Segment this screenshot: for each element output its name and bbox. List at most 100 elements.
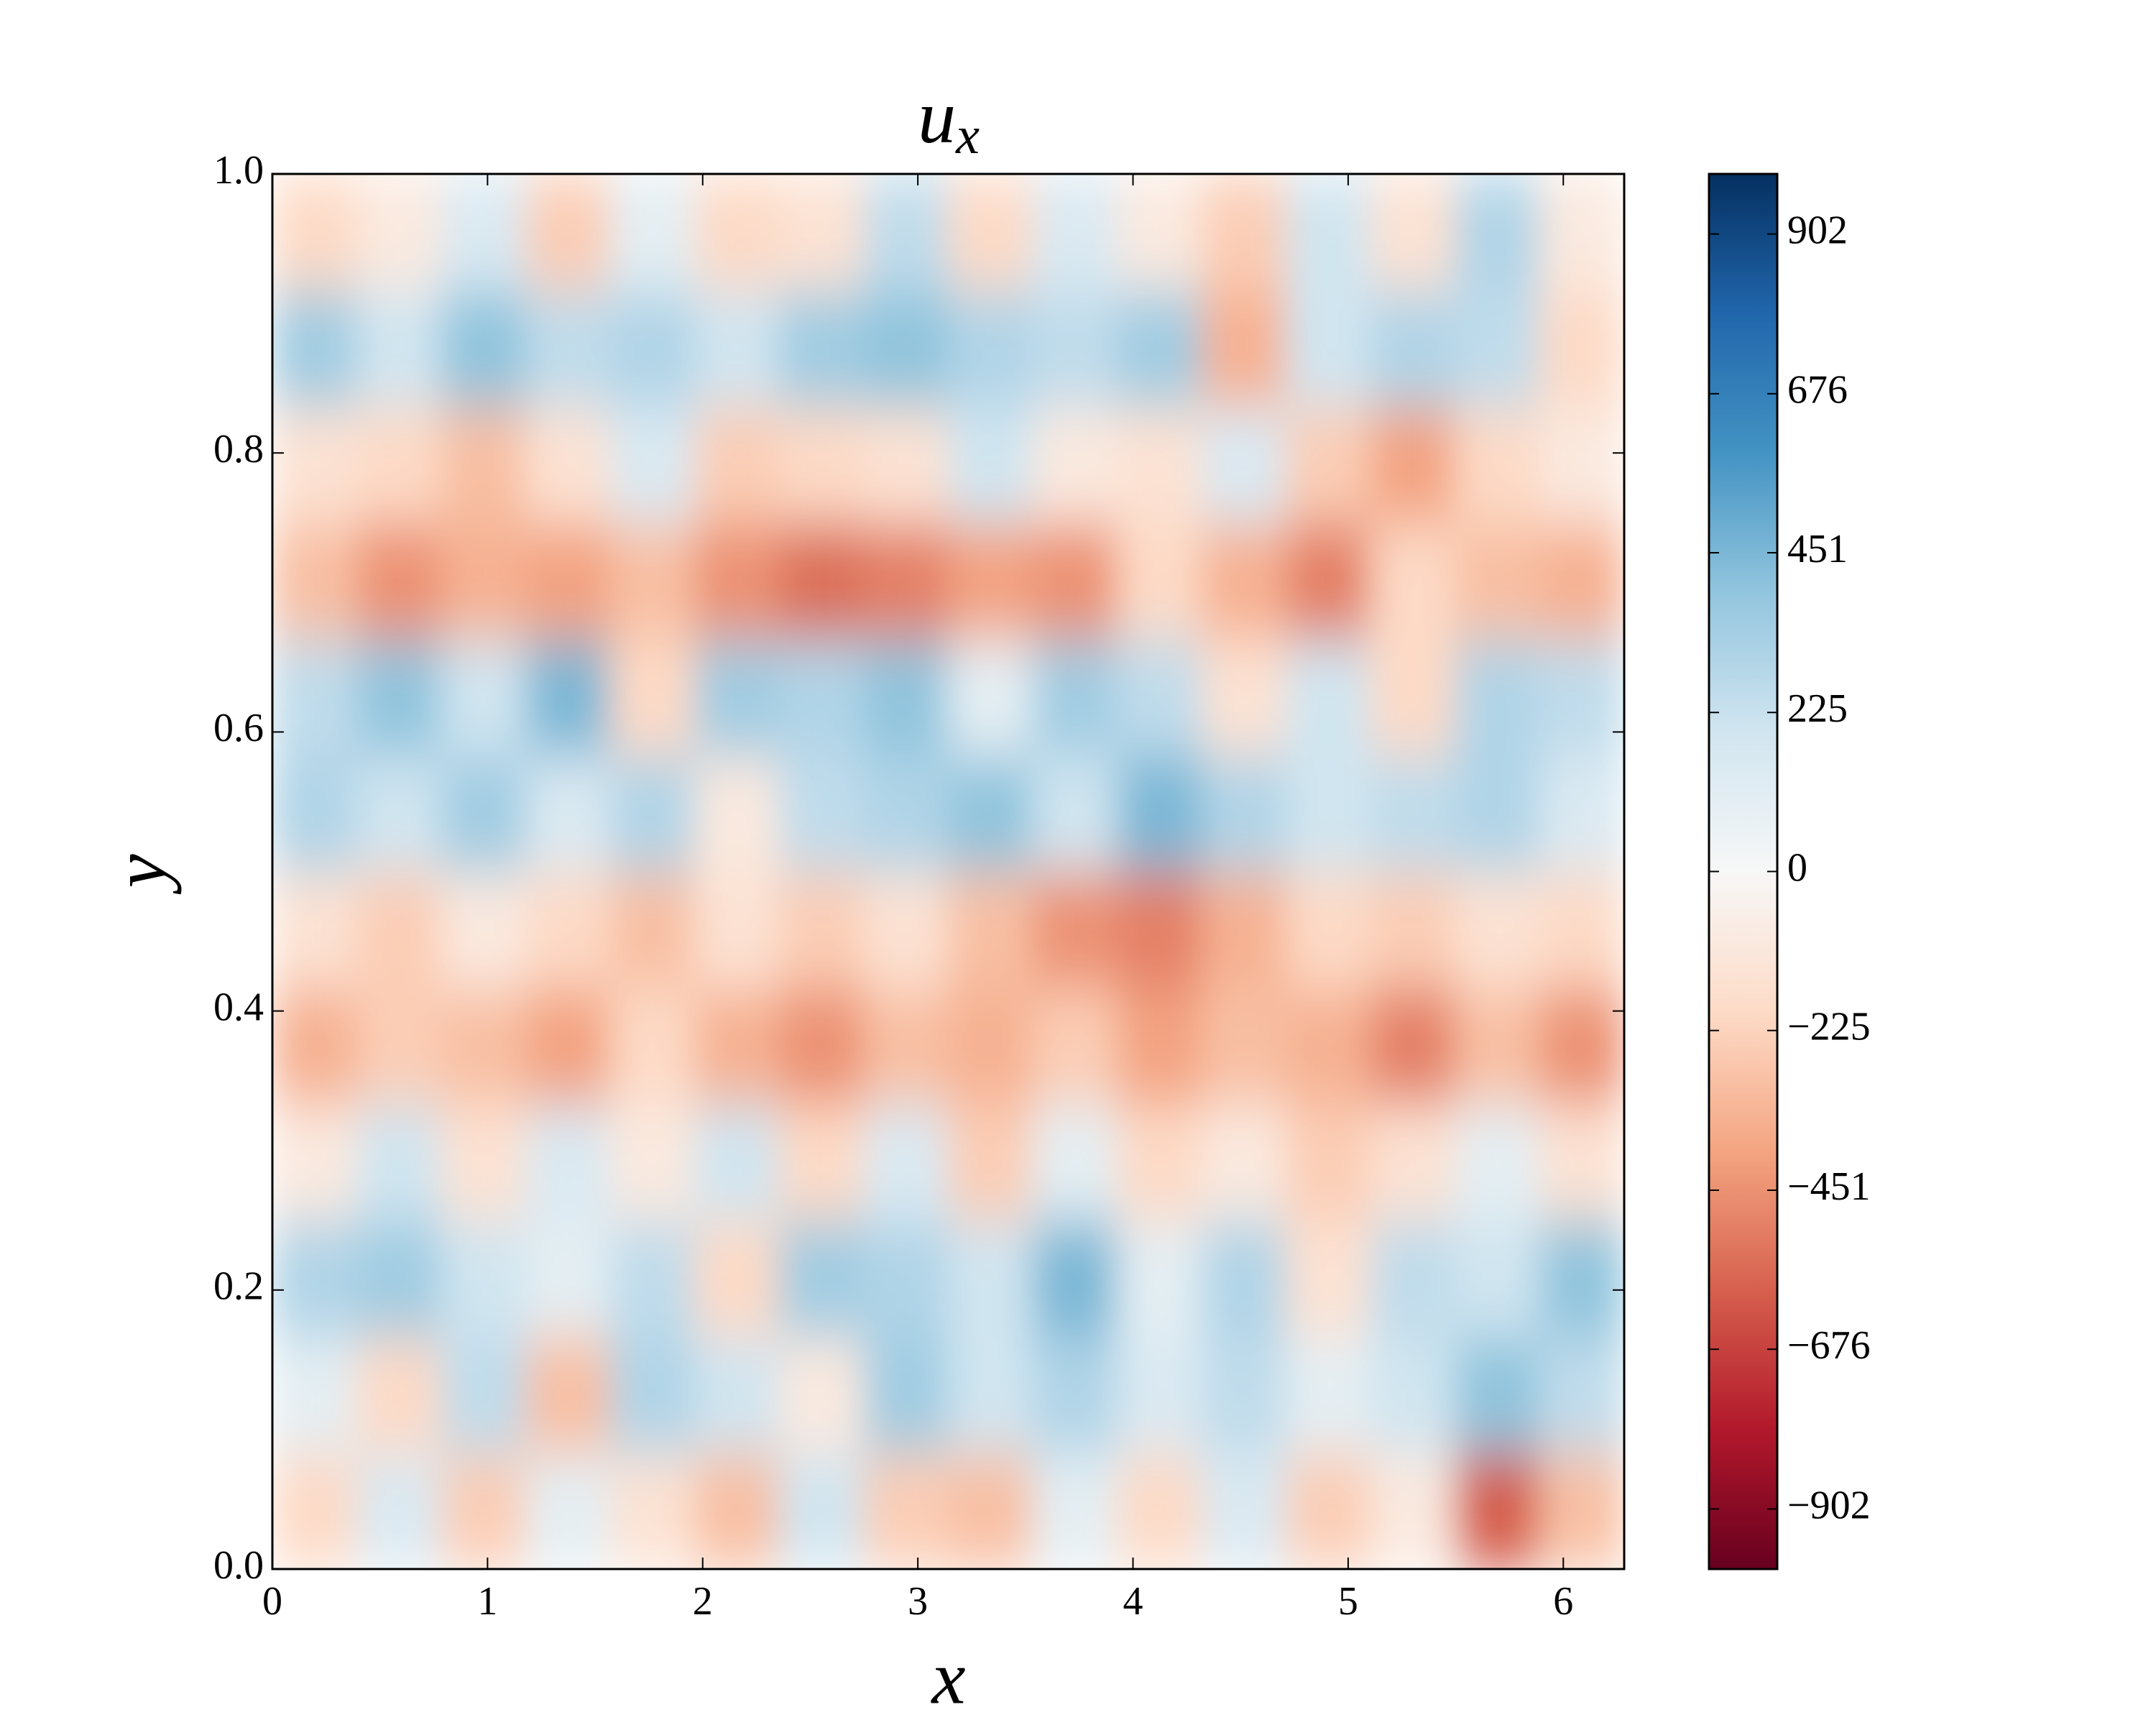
heatmap-cell <box>1455 987 1540 1105</box>
heatmap-cell <box>1539 987 1624 1105</box>
heatmap-cell <box>1539 174 1624 291</box>
heatmap-cell <box>1201 1220 1287 1337</box>
heatmap-cell <box>863 1452 949 1569</box>
heatmap-cell <box>1370 638 1456 756</box>
heatmap-cell <box>525 1336 611 1453</box>
heatmap-cell <box>1286 174 1371 291</box>
heatmap-cell <box>1117 871 1202 988</box>
heatmap-cell <box>356 406 442 523</box>
heatmap-cell <box>356 1220 442 1337</box>
heatmap-cell <box>1286 406 1371 523</box>
heatmap-cell <box>778 1452 865 1569</box>
heatmap-cell <box>1370 174 1456 291</box>
x-tick-label: 3 <box>908 1579 928 1624</box>
heatmap-cell <box>272 174 358 291</box>
heatmap-cell <box>694 638 780 756</box>
colorbar-tick-label: −676 <box>1787 1323 1871 1368</box>
heatmap-cell <box>863 406 949 523</box>
heatmap-cell <box>1370 406 1456 523</box>
y-tick-label: 0.2 <box>213 1264 264 1309</box>
heatmap-cell <box>441 987 527 1105</box>
colorbar-tick-label: −451 <box>1787 1164 1871 1209</box>
heatmap-cell <box>694 1103 780 1221</box>
heatmap-cell <box>1117 1220 1202 1337</box>
heatmap-cell <box>948 638 1033 756</box>
heatmap-cell <box>1455 290 1540 407</box>
heatmap-cell <box>1201 1103 1287 1221</box>
heatmap-cell <box>1117 638 1202 756</box>
heatmap-cell <box>778 755 865 872</box>
heatmap-cell <box>694 174 780 291</box>
heatmap-cell <box>1201 1452 1287 1569</box>
heatmap-cell <box>272 1336 358 1453</box>
heatmap-cell <box>1201 987 1287 1105</box>
x-tick-label: 5 <box>1338 1579 1358 1624</box>
x-tick-label: 0 <box>262 1579 282 1624</box>
heatmap-cell <box>1455 406 1540 523</box>
heatmap-cell <box>441 1452 527 1569</box>
heatmap-cell <box>609 871 696 988</box>
title-subscript: x <box>955 106 980 165</box>
y-tick-label: 0.4 <box>213 985 264 1029</box>
heatmap-cell <box>948 755 1033 872</box>
heatmap-cell <box>1032 755 1118 872</box>
heatmap-cell <box>525 638 611 756</box>
heatmap-cell <box>694 755 780 872</box>
x-tick-label: 1 <box>477 1579 497 1624</box>
heatmap-cell <box>609 755 696 872</box>
heatmap-cell <box>1539 638 1624 756</box>
heatmap-cell <box>609 1220 696 1337</box>
heatmap-cell <box>525 290 611 407</box>
heatmap-cell <box>441 638 527 756</box>
heatmap-cell <box>1286 755 1371 872</box>
heatmap-cell <box>1201 522 1287 640</box>
colorbar-tick-label: 902 <box>1787 208 1848 252</box>
heatmap-cell <box>1117 755 1202 872</box>
heatmap-cell <box>1286 522 1371 640</box>
heatmap-cell <box>272 1220 358 1337</box>
heatmap-cell <box>272 290 358 407</box>
heatmap-cell <box>356 174 442 291</box>
y-tick-label: 0.8 <box>213 427 264 472</box>
colorbar-tick-label: 451 <box>1787 527 1848 571</box>
heatmap-cell <box>1117 406 1202 523</box>
x-axis-label: x <box>930 1635 965 1719</box>
heatmap-cell <box>441 522 527 640</box>
heatmap-cell <box>1201 1336 1287 1453</box>
heatmap-cell <box>525 174 611 291</box>
heatmap-cell <box>441 871 527 988</box>
heatmap-cell <box>1117 522 1202 640</box>
heatmap-cell <box>1286 1452 1371 1569</box>
heatmap-cell <box>1286 871 1371 988</box>
colorbar <box>1708 172 1779 1570</box>
heatmap-cell <box>1455 871 1540 988</box>
heatmap-cell <box>1286 987 1371 1105</box>
heatmap-cell <box>1455 522 1540 640</box>
y-tick-label: 0.0 <box>213 1543 264 1588</box>
heatmap-cell <box>272 987 358 1105</box>
heatmap-cell <box>1370 871 1456 988</box>
heatmap-cell <box>778 1103 865 1221</box>
heatmap-cell <box>1286 1103 1371 1221</box>
heatmap-cell <box>1370 1452 1456 1569</box>
heatmap-cell <box>1032 174 1118 291</box>
heatmap-cell <box>863 290 949 407</box>
heatmap-cell <box>863 987 949 1105</box>
heatmap-cell <box>356 290 442 407</box>
heatmap-cell <box>1370 290 1456 407</box>
heatmap-cell <box>1539 522 1624 640</box>
heatmap-cell <box>1539 1452 1624 1569</box>
heatmap-cell <box>1370 987 1456 1105</box>
heatmap-cell <box>1117 1452 1202 1569</box>
heatmap-cell <box>441 755 527 872</box>
heatmap-cell <box>948 987 1033 1105</box>
chart-title: ux <box>918 75 980 165</box>
colorbar-tick-label: 0 <box>1787 845 1807 890</box>
heatmap-cell <box>778 638 865 756</box>
heatmap-cell <box>609 987 696 1105</box>
heatmap-cell <box>356 1452 442 1569</box>
heatmap-cell <box>441 406 527 523</box>
heatmap-cell <box>1117 1103 1202 1221</box>
heatmap-cell <box>1539 755 1624 872</box>
